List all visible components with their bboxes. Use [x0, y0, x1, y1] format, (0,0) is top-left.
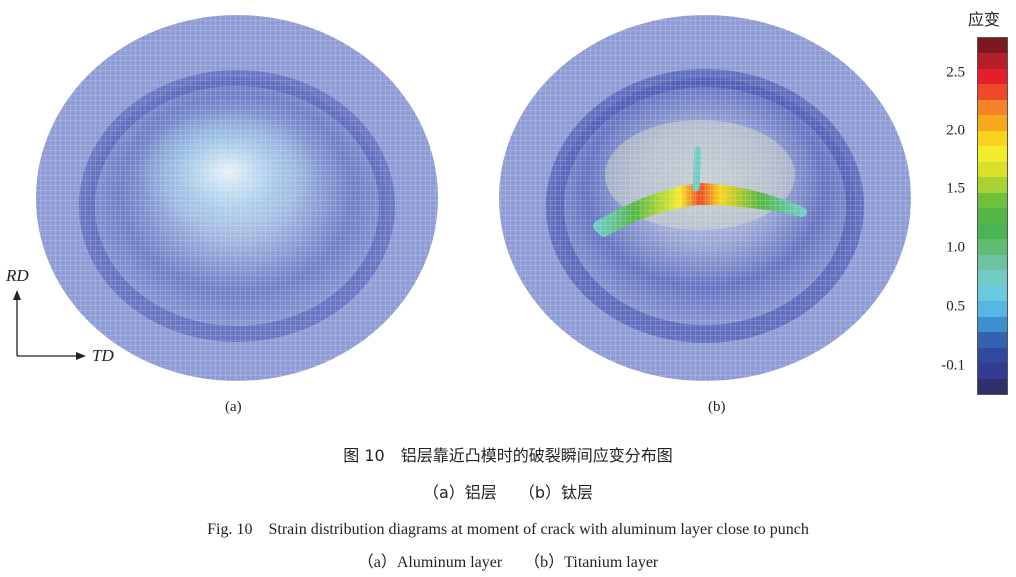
- legend-tick: 2.0: [946, 122, 965, 139]
- legend-swatch: [978, 270, 1007, 286]
- axis-indicator: [13, 290, 86, 360]
- caption-en-subtitles: （a）Aluminum layer （b）Titanium layer: [0, 548, 1016, 572]
- legend-title: 应变: [968, 10, 1001, 29]
- legend-colorbar: [977, 37, 1008, 395]
- panel-a-label: (a): [225, 399, 242, 415]
- legend-swatch: [978, 223, 1007, 240]
- legend-swatch: [978, 301, 1007, 317]
- caption-en-title: Fig. 10 Strain distribution diagrams at …: [207, 521, 809, 538]
- legend-tick: -0.1: [941, 357, 965, 374]
- legend-swatch: [978, 53, 1007, 69]
- legend-swatch: [978, 363, 1007, 379]
- legend-swatch: [978, 285, 1007, 302]
- legend-swatch: [978, 254, 1007, 271]
- legend-swatch: [978, 38, 1007, 54]
- legend-swatch: [978, 68, 1007, 85]
- legend-tick: 1.5: [946, 180, 965, 197]
- panel-b-dome: [499, 15, 911, 381]
- legend-tick: 0.5: [946, 298, 965, 315]
- caption-en-sub-a: （a）Aluminum layer: [357, 554, 503, 571]
- legend-swatch: [978, 161, 1007, 178]
- legend-swatch: [978, 332, 1007, 348]
- legend-swatch: [978, 378, 1007, 395]
- legend-swatch: [978, 177, 1007, 193]
- panel-a-dome: [36, 15, 438, 381]
- legend-swatch: [978, 84, 1007, 100]
- caption-cn-sub-b: （b）钛层: [518, 483, 593, 502]
- legend-swatch: [978, 239, 1007, 255]
- legend-swatch: [978, 316, 1007, 333]
- caption-en-sub-b: （b）Titanium layer: [524, 554, 659, 571]
- caption-cn-subtitles: （a）铝层 （b）钛层: [0, 479, 1016, 503]
- legend-swatch: [978, 347, 1007, 364]
- axis-label-td: TD: [92, 346, 114, 365]
- legend-swatch: [978, 130, 1007, 147]
- legend-tick: 2.5: [946, 64, 965, 81]
- legend-tick: 1.0: [946, 239, 965, 256]
- caption-cn-title: 图 10 铝层靠近凸模时的破裂瞬间应变分布图: [343, 446, 673, 465]
- legend-swatch: [978, 192, 1007, 209]
- legend-swatch: [978, 208, 1007, 224]
- legend-swatch: [978, 99, 1007, 116]
- legend-swatch: [978, 146, 1007, 162]
- panel-b-label: (b): [708, 399, 726, 415]
- strain-distribution-figure: [13, 15, 911, 381]
- legend-swatch: [978, 115, 1007, 131]
- axis-label-rd: RD: [6, 266, 29, 285]
- caption-cn-sub-a: （a）铝层: [423, 483, 497, 502]
